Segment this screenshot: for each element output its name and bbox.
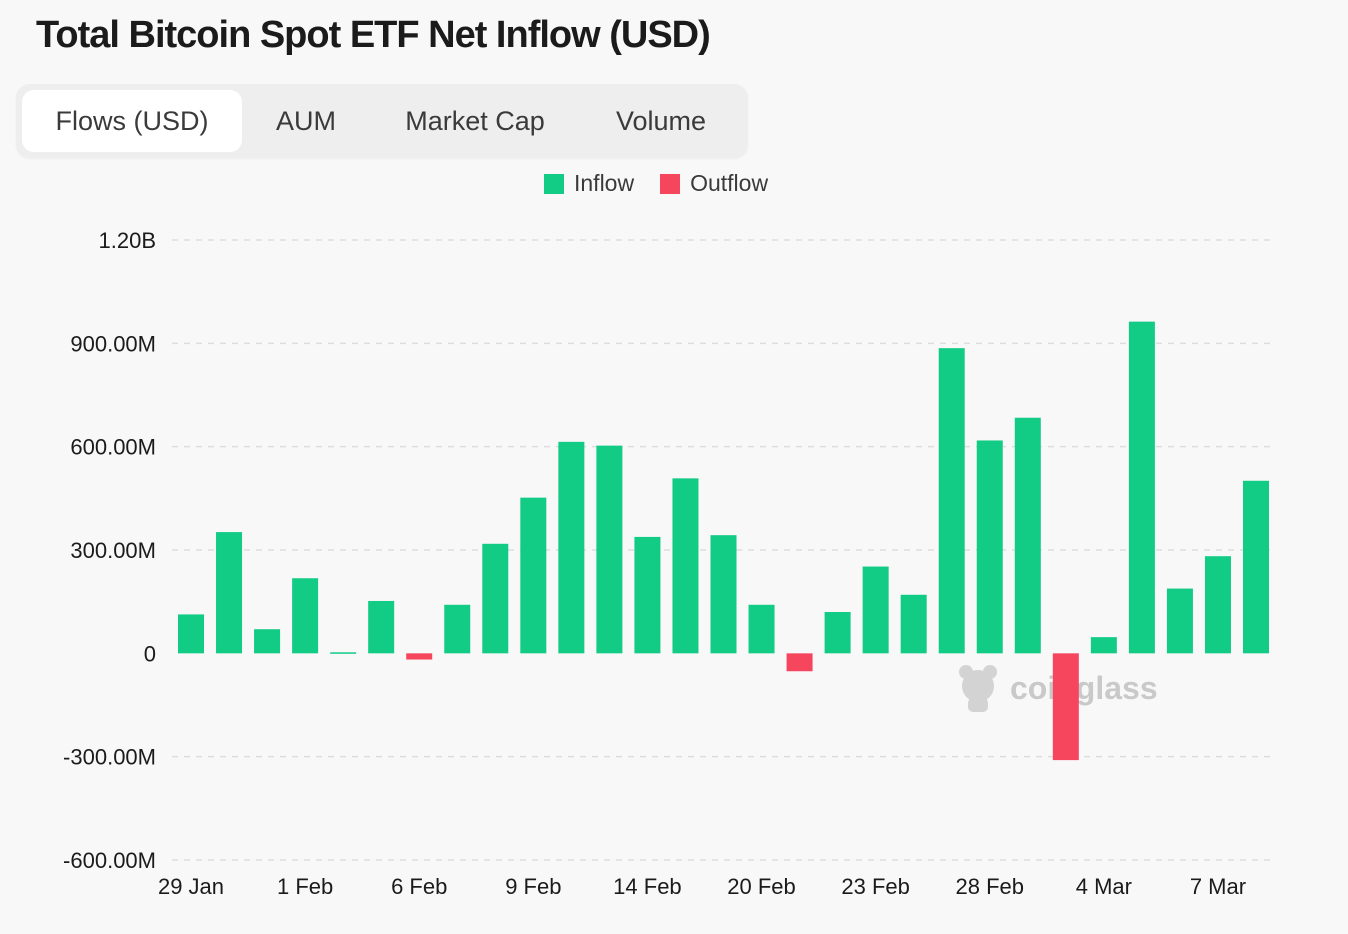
legend-outflow-label: Outflow: [690, 170, 769, 196]
inflow-bar[interactable]: [596, 445, 623, 654]
outflow-swatch: [660, 173, 681, 194]
legend-inflow[interactable]: Inflow: [544, 170, 634, 197]
legend-outflow[interactable]: Outflow: [660, 170, 768, 197]
x-axis: 29 Jan 1 Feb 6 Feb 9 Feb 14 Feb 20 Feb 23 Feb 2…: [158, 874, 1246, 899]
inflow-bar[interactable]: [368, 600, 395, 654]
inflow-bar[interactable]: [710, 535, 737, 654]
inflow-bar[interactable]: [558, 441, 585, 654]
x-tick-label: 4 Mar: [1076, 874, 1132, 899]
inflow-bar[interactable]: [178, 614, 204, 654]
x-tick-label: 29 Jan: [158, 874, 224, 899]
inflow-bar[interactable]: [292, 578, 319, 654]
outflow-bar[interactable]: [786, 653, 813, 672]
tab-market-cap[interactable]: Market Cap: [405, 105, 545, 136]
grid-layer: [172, 239, 1272, 861]
y-tick-label: -600.00M: [63, 848, 156, 873]
y-tick-label: 600.00M: [70, 435, 156, 460]
inflow-bar[interactable]: [824, 612, 851, 654]
page-title: Total Bitcoin Spot ETF Net Inflow (USD): [36, 14, 711, 56]
coinglass-logo-icon: [959, 665, 997, 712]
inflow-bar[interactable]: [254, 629, 281, 654]
y-tick-label: 300.00M: [70, 538, 156, 563]
x-tick-label: 20 Feb: [727, 874, 796, 899]
tab-volume[interactable]: Volume: [615, 105, 707, 136]
inflow-bar[interactable]: [900, 594, 927, 654]
inflow-bar[interactable]: [1128, 321, 1155, 654]
inflow-bar[interactable]: [672, 478, 699, 654]
outflow-bar[interactable]: [1052, 653, 1079, 761]
outflow-bar[interactable]: [406, 653, 433, 660]
watermark-text: coinglass: [1010, 670, 1158, 706]
inflow-bar[interactable]: [1014, 417, 1041, 654]
inflow-swatch: [544, 173, 564, 194]
legend-inflow-label: Inflow: [574, 170, 635, 196]
inflow-bar[interactable]: [1204, 556, 1231, 654]
inflow-bar[interactable]: [1166, 588, 1193, 654]
inflow-bar[interactable]: [1090, 637, 1117, 654]
x-tick-label: 28 Feb: [956, 874, 1025, 899]
y-tick-label: 1.20B: [99, 228, 157, 253]
inflow-bar[interactable]: [976, 440, 1003, 654]
y-axis: 1.20B 900.00M 600.00M 300.00M 0 -300.00M -600.…: [63, 228, 156, 873]
bar-layer: [178, 321, 1269, 761]
inflow-bar[interactable]: [748, 604, 775, 654]
inflow-bar[interactable]: [216, 532, 243, 654]
inflow-bar[interactable]: [634, 536, 661, 654]
tab-flows[interactable]: Flows (USD): [22, 90, 242, 152]
inflow-bar[interactable]: [938, 348, 965, 654]
x-tick-label: 23 Feb: [841, 874, 910, 899]
inflow-bar[interactable]: [520, 497, 547, 654]
chart-tabs: Flows (USD) AUM Market Cap Volume: [16, 84, 748, 158]
x-tick-label: 9 Feb: [505, 874, 561, 899]
chart-legend: Inflow Outflow: [544, 170, 794, 197]
y-tick-label: 900.00M: [70, 331, 156, 356]
inflow-bar[interactable]: [482, 543, 509, 654]
y-tick-label: -300.00M: [63, 745, 156, 770]
x-tick-label: 1 Feb: [277, 874, 333, 899]
tab-aum[interactable]: AUM: [276, 105, 336, 136]
x-tick-label: 14 Feb: [613, 874, 682, 899]
x-tick-label: 6 Feb: [391, 874, 447, 899]
inflow-bar[interactable]: [1243, 480, 1269, 654]
watermark: coinglass: [959, 665, 1158, 712]
y-tick-label: 0: [144, 641, 156, 666]
inflow-bar[interactable]: [862, 566, 889, 654]
inflow-bar[interactable]: [330, 652, 357, 654]
x-tick-label: 7 Mar: [1190, 874, 1246, 899]
inflow-bar[interactable]: [444, 604, 471, 654]
